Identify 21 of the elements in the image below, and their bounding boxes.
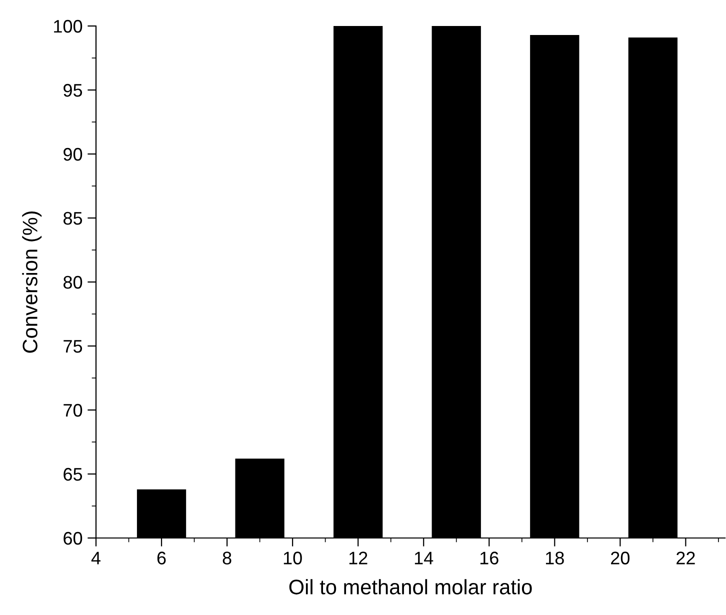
x-tick-label: 22 <box>676 552 695 564</box>
x-tick-label: 20 <box>611 552 630 564</box>
x-tick-label: 18 <box>546 552 564 564</box>
y-axis-title: Conversion (%) <box>22 212 42 353</box>
x-tick-label: 10 <box>284 552 302 564</box>
x-axis-title: Oil to methanol molar ratio <box>289 579 532 594</box>
y-tick-label: 95 <box>64 84 82 97</box>
y-tick-label: 85 <box>64 212 82 225</box>
y-tick-label: 80 <box>64 276 82 289</box>
x-tick-label: 14 <box>414 552 434 564</box>
x-tick-label: 12 <box>349 552 368 564</box>
y-tick-label: 60 <box>64 532 82 545</box>
x-tick-label: 16 <box>480 552 498 564</box>
y-tick-label: 100 <box>54 20 82 33</box>
x-tick-label: 8 <box>222 552 232 564</box>
y-tick-label: 75 <box>64 340 82 353</box>
x-tick-label: 6 <box>157 552 166 564</box>
y-tick-label: 90 <box>64 148 82 161</box>
x-tick-label: 4 <box>91 552 100 564</box>
y-tick-label: 70 <box>64 404 82 417</box>
y-tick-label: 65 <box>64 468 82 481</box>
